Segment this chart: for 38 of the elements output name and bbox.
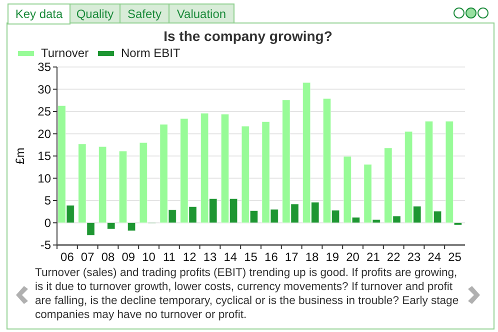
x-tick-label: 22 [386, 250, 401, 264]
y-tick-label: 0 [44, 216, 52, 230]
x-tick-label: 16 [264, 250, 278, 264]
x-tick-label: 13 [203, 250, 217, 264]
y-tick-label: 15 [38, 149, 52, 163]
x-tick-label: 11 [162, 250, 176, 264]
x-tick-label: 23 [407, 250, 421, 264]
y-tick-label: 20 [38, 126, 52, 141]
chart-title: Is the company growing? [164, 28, 332, 44]
x-tick-label: 24 [428, 250, 442, 264]
y-tick-label: 35 [38, 60, 52, 74]
y-tick-label: 10 [38, 171, 52, 186]
y-axis-title: £m [13, 148, 27, 164]
x-tick-label: 19 [326, 250, 340, 264]
x-tick-label: 18 [305, 250, 319, 264]
text: Key data [15, 7, 64, 21]
legend-label: Norm EBIT [121, 46, 182, 60]
text: Safety [127, 7, 162, 21]
x-tick-label: 25 [448, 250, 462, 264]
y-tick-label: 25 [38, 104, 52, 118]
x-tick-label: 08 [101, 250, 115, 264]
x-tick-label: 14 [224, 250, 238, 264]
legend-label: Turnover [41, 46, 89, 60]
text: Turnover (sales) and trading profits (EBIT) trending up is good. If profits are growing, is it due to turnover growth, lower costs, currency movements? If turnover and profit are falling, is the decline temporary, cyclical or is the business in trouble? Early stage companies may have no turnover or profit. [35, 266, 460, 322]
x-tick-label: 10 [142, 250, 156, 264]
y-tick-label: 5 [44, 194, 52, 208]
text: Valuation [176, 7, 226, 21]
x-tick-label: 06 [60, 250, 74, 264]
y-tick-label: 30 [38, 82, 52, 96]
x-tick-label: 20 [346, 250, 360, 264]
x-tick-label: 12 [182, 250, 197, 264]
x-tick-label: 17 [284, 250, 299, 264]
x-tick-label: 07 [80, 250, 95, 264]
text: Quality [76, 7, 114, 21]
x-tick-label: 09 [122, 250, 136, 264]
x-tick-label: 15 [244, 250, 258, 264]
y-tick-label: -5 [40, 238, 52, 252]
x-tick-label: 21 [366, 250, 380, 264]
